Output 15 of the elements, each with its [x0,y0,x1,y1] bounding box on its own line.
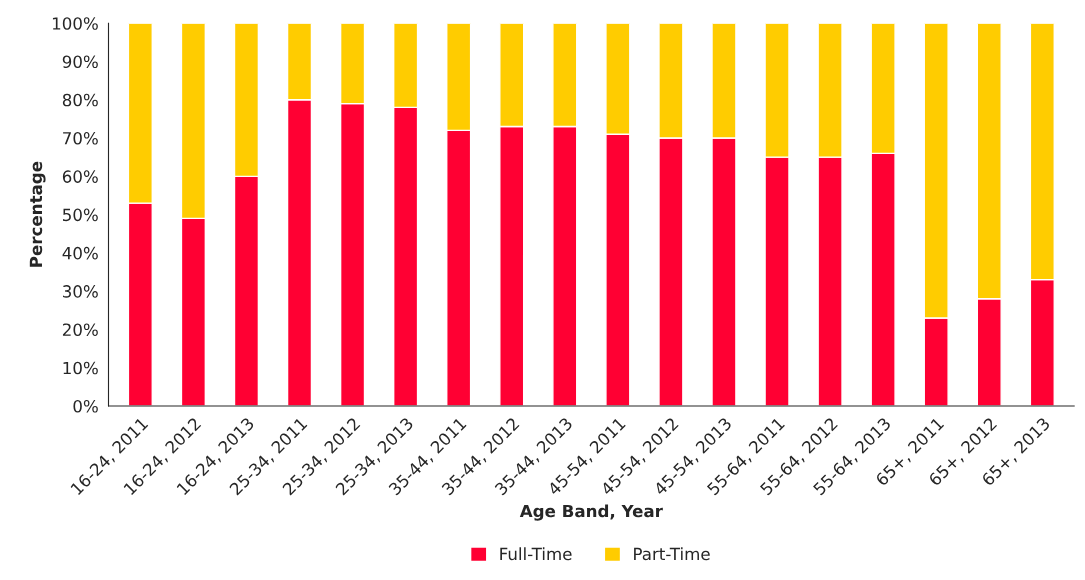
y-tick-label: 40% [62,246,98,260]
y-tick-label: 50% [63,208,98,222]
legend-label: Part-Time [634,547,710,561]
y-tick-label: 80% [62,93,98,107]
y-tick-label: 60% [62,170,98,183]
legend-label: Full-Time [500,547,572,561]
x-axis-title: Age Band, Year [519,504,663,521]
y-tick-label: 10% [63,361,98,375]
y-axis-title: Percentage [29,161,46,267]
y-tick-label: 20% [62,323,98,337]
y-tick-label: 100% [52,17,98,30]
y-tick-label: 30% [63,285,98,298]
y-tick-label: 90% [62,55,98,69]
y-tick-label: 70% [63,132,98,145]
y-tick-label: 0% [73,399,98,413]
